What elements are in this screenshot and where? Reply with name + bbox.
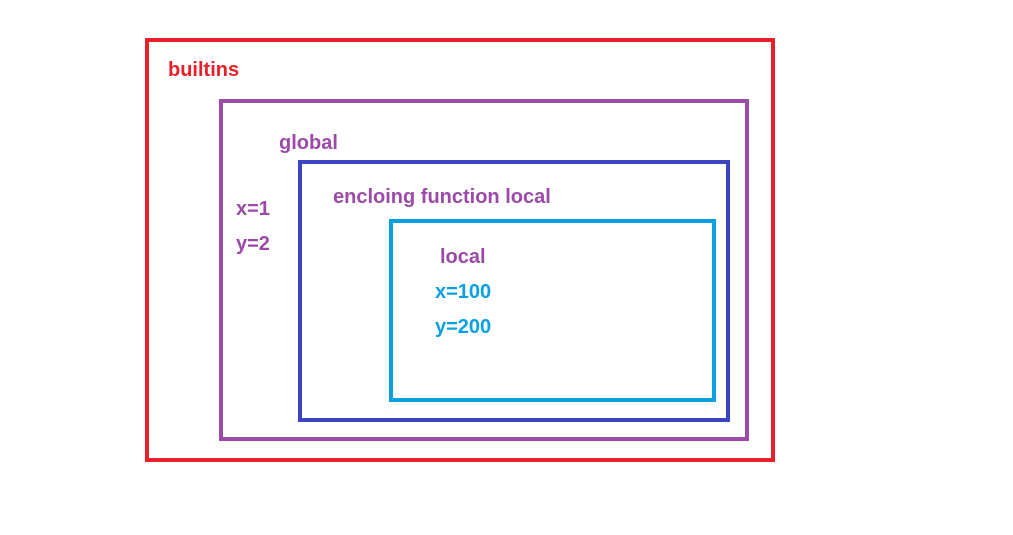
builtins-scope-label: builtins <box>168 59 240 81</box>
global-scope-box <box>219 99 749 441</box>
local-variable-y: y=200 <box>435 316 492 338</box>
enclosing-scope-label: encloing function local <box>333 186 551 208</box>
enclosing-scope-box <box>298 160 730 422</box>
local-variable-x: x=100 <box>435 281 492 303</box>
builtins-scope-box <box>145 38 775 462</box>
local-scope-box <box>389 219 716 402</box>
global-variable-x: x=1 <box>236 198 270 220</box>
local-scope-label: local <box>440 246 486 268</box>
global-variable-y: y=2 <box>236 233 270 255</box>
global-scope-label: global <box>279 132 338 154</box>
